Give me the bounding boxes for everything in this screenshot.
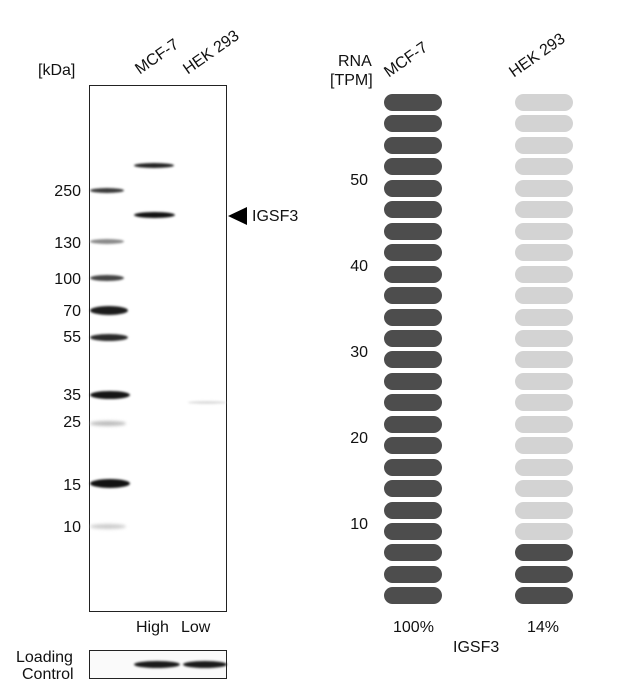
rna-unit-mcf7	[384, 565, 442, 583]
rna-unit-hek293	[515, 351, 573, 369]
rna-unit-mcf7	[384, 158, 442, 176]
expression-label-low: Low	[181, 619, 211, 636]
rna-unit-mcf7	[384, 372, 442, 390]
loading-control-label-line2: Control	[22, 666, 74, 683]
ladder-band-130	[90, 239, 124, 244]
rna-percent-mcf7: 100%	[393, 619, 434, 636]
ladder-band-250	[90, 188, 124, 193]
ladder-band-70	[90, 306, 128, 315]
western-blot-membrane	[89, 85, 227, 612]
rna-unit-mcf7	[384, 179, 442, 197]
rna-unit-hek293	[515, 458, 573, 476]
lane-label-hek293: HEK 293	[180, 27, 243, 78]
rna-unit-hek293	[515, 587, 573, 605]
rna-unit-hek293	[515, 287, 573, 305]
expression-label-high: High	[136, 619, 169, 636]
rna-unit-mcf7	[384, 265, 442, 283]
rna-unit-hek293	[515, 179, 573, 197]
marker-100: 100	[54, 271, 81, 288]
lane-label-mcf7: MCF-7	[132, 36, 183, 78]
marker-130: 130	[54, 235, 81, 252]
ladder-band-100	[90, 275, 124, 281]
rna-tick-10: 10	[350, 516, 368, 533]
rna-unit-hek293	[515, 480, 573, 498]
rna-unit-hek293	[515, 115, 573, 133]
loading-control-blot	[89, 650, 227, 679]
rna-unit-hek293	[515, 437, 573, 455]
rna-unit-mcf7	[384, 523, 442, 540]
ladder-band-10	[90, 524, 126, 529]
rna-tick-50: 50	[350, 172, 368, 189]
rna-unit-hek293	[515, 415, 573, 433]
rna-unit-mcf7	[384, 480, 442, 498]
rna-unit-hek293	[515, 544, 573, 562]
loading-band-hek293	[183, 661, 227, 668]
rna-unit-mcf7	[384, 437, 442, 455]
rna-unit-hek293	[515, 394, 573, 412]
rna-unit-mcf7	[384, 394, 442, 412]
rna-axis-title-line1: RNA	[338, 53, 372, 70]
loading-control-label-line1: Loading	[16, 649, 73, 666]
rna-gene-label: IGSF3	[453, 639, 500, 656]
rna-unit-hek293	[515, 265, 573, 283]
rna-unit-hek293	[515, 222, 573, 240]
rna-unit-hek293	[515, 523, 573, 540]
rna-unit-hek293	[515, 372, 573, 390]
rna-unit-hek293	[515, 501, 573, 519]
rna-label-mcf7: MCF-7	[381, 39, 432, 81]
rna-unit-hek293	[515, 308, 573, 326]
target-label: IGSF3	[252, 208, 299, 225]
rna-unit-mcf7	[384, 115, 442, 133]
kda-unit-label: [kDa]	[38, 62, 76, 79]
rna-unit-mcf7	[384, 501, 442, 519]
rna-percent-hek293: 14%	[527, 619, 560, 636]
rna-label-hek293: HEK 293	[506, 30, 569, 81]
rna-unit-hek293	[515, 565, 573, 583]
rna-tick-20: 20	[350, 430, 368, 447]
rna-unit-mcf7	[384, 544, 442, 562]
rna-unit-mcf7	[384, 222, 442, 240]
rna-tick-30: 30	[350, 344, 368, 361]
rna-unit-mcf7	[384, 244, 442, 262]
rna-unit-hek293	[515, 158, 573, 176]
rna-tick-40: 40	[350, 258, 368, 275]
rna-unit-mcf7	[384, 136, 442, 154]
rna-unit-mcf7	[384, 201, 442, 219]
rna-unit-mcf7	[384, 287, 442, 305]
marker-10: 10	[63, 519, 81, 536]
target-arrow-icon	[228, 207, 247, 225]
rna-unit-mcf7	[384, 329, 442, 347]
rna-unit-mcf7	[384, 415, 442, 433]
marker-15: 15	[63, 477, 81, 494]
rna-unit-mcf7	[384, 458, 442, 476]
rna-unit-hek293	[515, 94, 573, 111]
rna-unit-mcf7	[384, 587, 442, 605]
marker-250: 250	[54, 183, 81, 200]
mcf7-band-upper	[134, 163, 174, 168]
rna-unit-hek293	[515, 329, 573, 347]
marker-70: 70	[63, 303, 81, 320]
rna-unit-mcf7	[384, 308, 442, 326]
rna-unit-hek293	[515, 201, 573, 219]
marker-25: 25	[63, 414, 81, 431]
ladder-band-25	[90, 421, 126, 426]
rna-unit-mcf7	[384, 94, 442, 111]
rna-axis-title-line2: [TPM]	[330, 72, 373, 89]
marker-55: 55	[63, 329, 81, 346]
mcf7-band-igsf3	[134, 212, 175, 218]
ladder-band-35	[90, 391, 130, 399]
ladder-band-15	[90, 479, 130, 488]
rna-unit-mcf7	[384, 351, 442, 369]
rna-unit-hek293	[515, 244, 573, 262]
rna-unit-hek293	[515, 136, 573, 154]
hek293-band-faint	[188, 401, 226, 404]
marker-35: 35	[63, 387, 81, 404]
loading-band-mcf7	[134, 661, 180, 668]
ladder-band-55	[90, 334, 128, 341]
